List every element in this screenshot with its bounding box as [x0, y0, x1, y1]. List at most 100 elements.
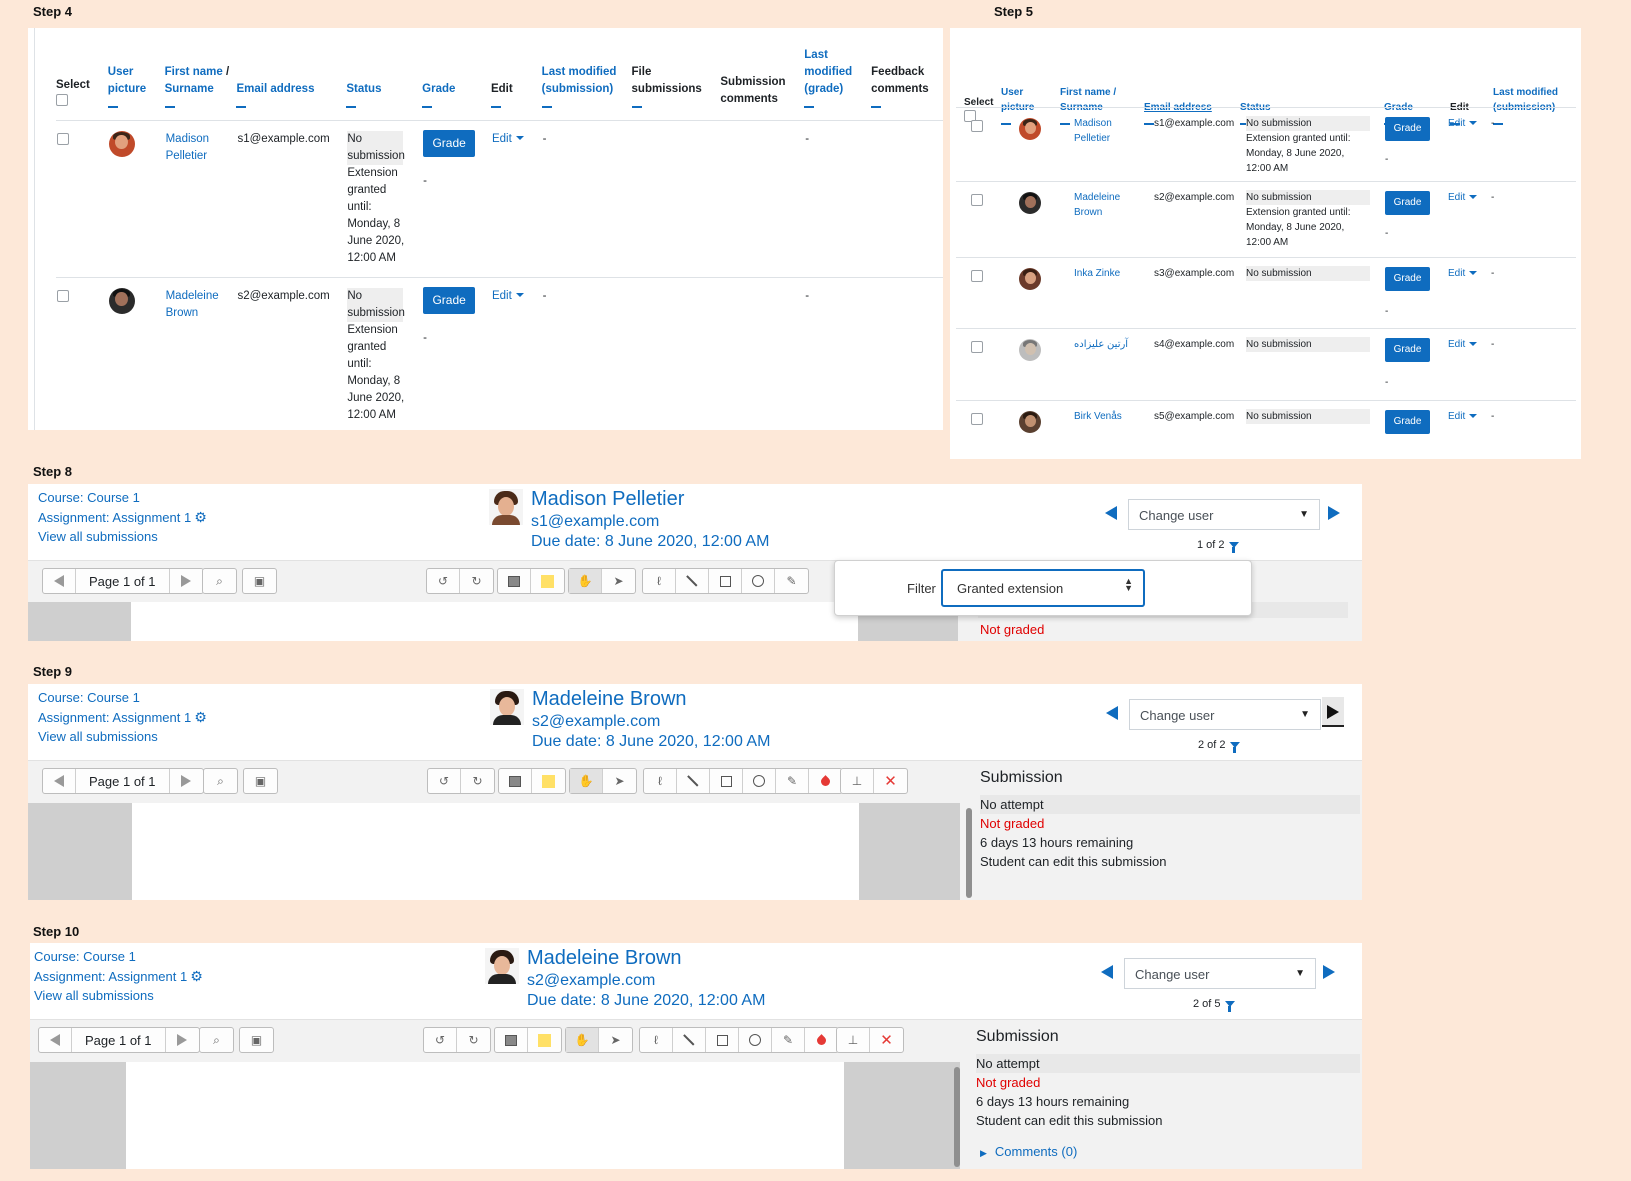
edit-label[interactable]: Edit	[1448, 411, 1466, 422]
next-user-icon[interactable]	[1328, 506, 1340, 520]
edit-menu[interactable]: Edit	[1448, 190, 1478, 205]
prev-user-icon[interactable]	[1106, 706, 1118, 720]
pen-icon[interactable]: ℓ	[640, 1028, 673, 1052]
expand-button[interactable]: ▣	[242, 568, 277, 594]
edit-label[interactable]: Edit	[1448, 339, 1466, 350]
search-comments-button[interactable]: ⌕	[199, 1027, 234, 1053]
highlight-icon[interactable]: ✎	[776, 769, 809, 793]
change-user-select[interactable]: Change user ▼	[1124, 958, 1316, 989]
filter-icon[interactable]	[1229, 742, 1240, 754]
rotate-right-icon[interactable]: ↻	[472, 774, 483, 788]
comments-toggle[interactable]: ▶ Comments (0)	[976, 1142, 1360, 1163]
search-comments-button[interactable]: ⌕	[203, 768, 238, 794]
comment-icon[interactable]	[498, 569, 531, 593]
prev-page-button[interactable]	[43, 769, 76, 793]
select-all-checkbox[interactable]	[964, 110, 976, 122]
select-pointer-icon[interactable]: ➤	[614, 774, 625, 788]
col-email[interactable]: Email address	[236, 42, 346, 120]
document-scrollbar[interactable]	[966, 808, 972, 898]
pan-icon[interactable]: ✋	[570, 769, 603, 793]
next-page-button[interactable]	[166, 1028, 199, 1052]
col-last-modified-grade-label[interactable]: Last modified (grade)	[804, 48, 853, 95]
prev-page-button[interactable]	[43, 569, 76, 593]
rotate-right-icon[interactable]: ↻	[471, 574, 482, 588]
select-pointer-icon[interactable]: ➤	[613, 574, 624, 588]
row-select-checkbox[interactable]	[971, 413, 983, 425]
view-all-submissions-link[interactable]: View all submissions	[38, 529, 158, 544]
expand-button[interactable]: ▣	[243, 768, 278, 794]
pan-icon[interactable]: ✋	[566, 1028, 599, 1052]
gear-icon[interactable]: ⚙	[194, 508, 207, 525]
edit-menu[interactable]: Edit	[1448, 337, 1478, 352]
user-name-link[interactable]: Madeleine Brown	[165, 289, 219, 319]
select-pointer-icon[interactable]: ➤	[610, 1033, 621, 1047]
sort-surname-link[interactable]: Surname	[164, 82, 214, 95]
user-name-link[interactable]: Madison Pelletier	[1074, 118, 1112, 144]
edit-menu[interactable]: Edit	[492, 290, 524, 302]
sort-first-name-link[interactable]: First name	[164, 65, 223, 78]
gear-icon[interactable]: ⚙	[194, 708, 207, 725]
prev-user-icon[interactable]	[1105, 506, 1117, 520]
filter-icon[interactable]	[1228, 542, 1239, 554]
col-status[interactable]: Status	[346, 42, 422, 120]
highlight-icon[interactable]: ✎	[786, 574, 797, 588]
user-name[interactable]: Madison Pelletier	[531, 488, 685, 510]
pen-icon[interactable]: ℓ	[643, 569, 676, 593]
col-status-label[interactable]: Status	[346, 82, 382, 95]
comment-icon[interactable]	[495, 1028, 528, 1052]
prev-user-icon[interactable]	[1101, 965, 1113, 979]
grade-button[interactable]: Grade	[1385, 410, 1430, 434]
next-page-button[interactable]	[170, 569, 203, 593]
col-last-modified-submission[interactable]: Last modified (submission)	[541, 42, 632, 120]
col-user-picture[interactable]: User picture	[107, 42, 165, 120]
view-all-submissions-link[interactable]: View all submissions	[34, 988, 154, 1003]
assignment-link[interactable]: Assignment: Assignment 1	[38, 709, 192, 725]
edit-menu[interactable]: Edit	[492, 133, 524, 145]
comment-icon[interactable]	[499, 769, 532, 793]
highlight-icon[interactable]: ✎	[772, 1028, 805, 1052]
next-user-icon[interactable]	[1323, 965, 1335, 979]
edit-label[interactable]: Edit	[1448, 192, 1466, 203]
grade-button[interactable]: Grade	[1385, 338, 1430, 362]
user-name-link[interactable]: Madison Pelletier	[165, 132, 210, 162]
rectangle-icon[interactable]	[706, 1028, 739, 1052]
user-name-link[interactable]: Birk Venås	[1074, 411, 1122, 422]
delete-annotation-icon[interactable]: ✕	[884, 773, 897, 790]
user-name-link[interactable]: Madeleine Brown	[1074, 192, 1121, 218]
comment-color-icon[interactable]	[532, 769, 565, 793]
rectangle-icon[interactable]	[710, 769, 743, 793]
oval-icon[interactable]	[743, 769, 776, 793]
col-grade-label[interactable]: Grade	[422, 82, 456, 95]
col-last-modified-grade[interactable]: Last modified (grade)	[804, 42, 871, 120]
col-last-modified-sub-label[interactable]: Last modified (submission)	[541, 65, 617, 95]
filter-select[interactable]: Granted extension ▲ ▼	[941, 569, 1145, 607]
grade-button[interactable]: Grade	[1385, 191, 1430, 215]
document-scrollbar[interactable]	[954, 1067, 960, 1167]
col-grade[interactable]: Grade	[422, 42, 491, 120]
row-select-checkbox[interactable]	[971, 270, 983, 282]
comment-color-icon[interactable]	[531, 569, 564, 593]
filter-icon[interactable]	[1224, 1001, 1235, 1013]
user-name[interactable]: Madeleine Brown	[527, 947, 682, 969]
comments-link[interactable]: Comments (0)	[994, 1144, 1078, 1159]
oval-icon[interactable]	[739, 1028, 772, 1052]
row-select-checkbox[interactable]	[971, 341, 983, 353]
edit-menu[interactable]: Edit	[1448, 409, 1478, 424]
edit-label[interactable]: Edit	[1448, 118, 1466, 129]
pan-icon[interactable]: ✋	[569, 569, 602, 593]
course-link[interactable]: Course: Course 1	[38, 490, 140, 505]
rectangle-icon[interactable]	[709, 569, 742, 593]
stamp-icon[interactable]: ⊥	[841, 769, 874, 793]
prev-page-button[interactable]	[39, 1028, 72, 1052]
comment-color-icon[interactable]	[528, 1028, 561, 1052]
stamp-icon[interactable]: ⊥	[837, 1028, 870, 1052]
row-select-checkbox[interactable]	[971, 120, 983, 132]
row-select-checkbox[interactable]	[971, 194, 983, 206]
edit-label[interactable]: Edit	[491, 132, 512, 145]
change-user-select[interactable]: Change user ▼	[1129, 699, 1321, 730]
grade-button[interactable]: Grade	[423, 286, 476, 314]
assignment-link[interactable]: Assignment: Assignment 1	[38, 509, 192, 525]
line-icon[interactable]	[676, 569, 709, 593]
delete-annotation-icon[interactable]: ✕	[880, 1032, 893, 1049]
grade-button[interactable]: Grade	[1385, 267, 1430, 291]
